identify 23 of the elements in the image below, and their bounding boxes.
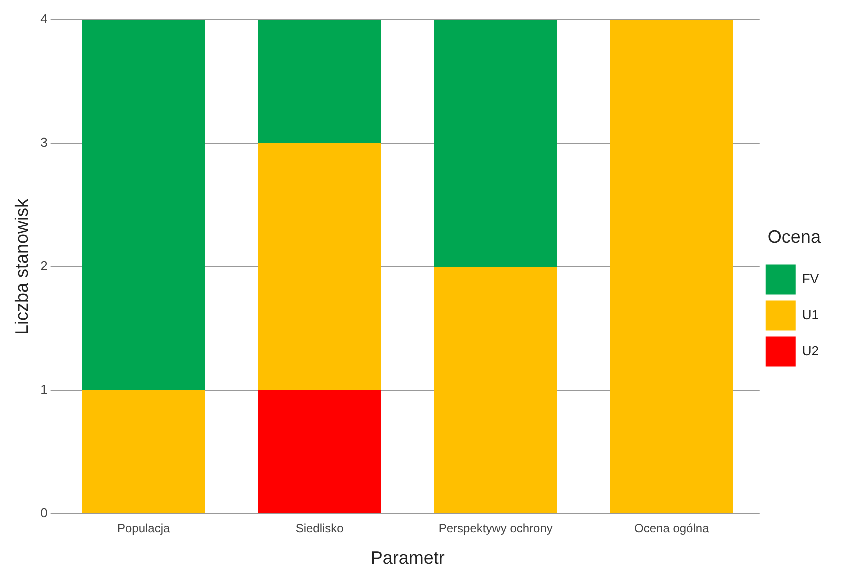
- x-tick-label: Perspektywy ochrony: [438, 522, 553, 536]
- bar: [258, 20, 382, 144]
- y-tick-label: 1: [40, 382, 48, 398]
- y-axis-title: Liczba stanowisk: [12, 198, 32, 336]
- bar: [258, 390, 382, 514]
- x-tick-label: Siedlisko: [296, 522, 344, 536]
- x-axis-title: Parametr: [370, 548, 445, 568]
- legend-label: U2: [802, 343, 820, 358]
- bar: [82, 20, 206, 390]
- bar: [82, 390, 206, 514]
- legend-label: U1: [802, 307, 820, 322]
- y-tick-label: 4: [40, 12, 48, 27]
- legend-title: Ocena: [768, 227, 822, 248]
- bar: [434, 267, 558, 514]
- y-tick-label: 3: [40, 135, 48, 150]
- legend-label: FV: [802, 271, 820, 286]
- bar: [434, 20, 558, 267]
- bar: [610, 20, 734, 514]
- x-tick-label: Populacja: [117, 522, 171, 536]
- y-tick-label: 2: [40, 258, 48, 274]
- x-tick-label: Ocena ogólna: [634, 522, 710, 536]
- bar: [258, 144, 382, 390]
- y-tick-label: 0: [40, 506, 48, 521]
